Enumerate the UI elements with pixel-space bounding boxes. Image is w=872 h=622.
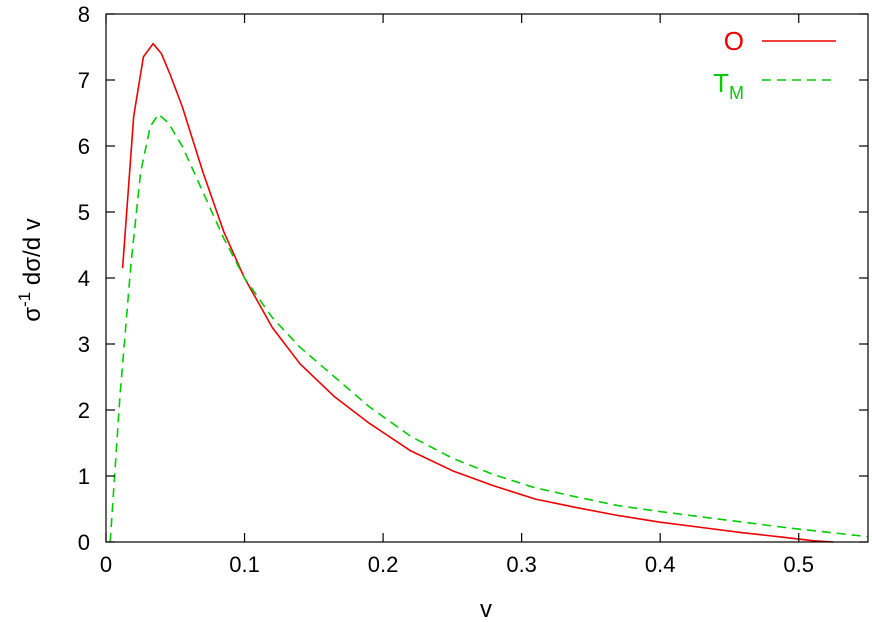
y-tick-label: 7 <box>78 68 90 93</box>
y-tick-label: 5 <box>78 200 90 225</box>
x-tick-label: 0.5 <box>783 552 814 577</box>
tick-labels: 0 0.1 0.2 0.3 0.4 0.5 0 1 2 3 4 5 6 7 8 <box>78 2 814 577</box>
legend-label-tm: TM <box>713 68 744 103</box>
x-tick-label: 0.2 <box>368 552 399 577</box>
x-axis-label: v <box>480 596 492 622</box>
y-tick-label: 4 <box>78 266 90 291</box>
series-line-o <box>121 42 834 543</box>
y-tick-label: 0 <box>78 530 90 555</box>
legend-label-tm-name: T <box>713 68 729 98</box>
y-axis-label-main: σ <box>19 307 46 322</box>
plot-lines <box>109 42 869 543</box>
y-tick-label: 8 <box>78 2 90 27</box>
y-tick-label: 3 <box>78 332 90 357</box>
y-tick-label: 1 <box>78 464 90 489</box>
y-axis-label: σ-1 dσ/d v <box>15 218 46 321</box>
legend-label-o-name: O <box>724 26 744 56</box>
plot-frame <box>105 13 869 543</box>
y-tick-label: 6 <box>78 134 90 159</box>
x-tick-label: 0 <box>100 552 112 577</box>
y-axis-label-rest: dσ/d v <box>19 218 46 292</box>
y-tick-label: 2 <box>78 398 90 423</box>
x-tick-label: 0.4 <box>645 552 676 577</box>
x-tick-label: 0.1 <box>229 552 260 577</box>
legend-label-o: O <box>724 26 744 56</box>
legend-label-tm-sub: M <box>729 83 744 103</box>
y-axis-label-sup: -1 <box>15 292 34 307</box>
x-tick-label: 0.3 <box>506 552 537 577</box>
legend: O TM <box>713 26 836 103</box>
series-line-tm <box>109 113 869 543</box>
